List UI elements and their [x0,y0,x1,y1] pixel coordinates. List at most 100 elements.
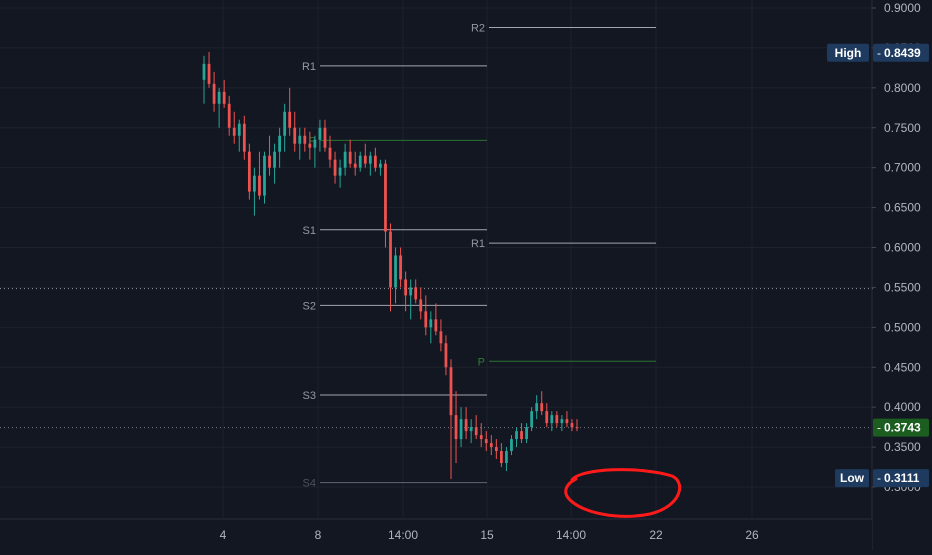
candle-body [494,447,498,452]
candle-body [237,123,241,136]
price-axis[interactable]: 0.30000.35000.40000.45000.50000.55000.60… [872,0,932,550]
candle-body [474,427,478,436]
time-tick-label: 14:00 [556,528,586,542]
price-label-name-box [835,469,869,488]
time-tick-label: 8 [315,528,322,542]
candle-body [550,415,554,424]
time-tick-label: 22 [649,528,663,542]
candle-body [263,155,266,196]
candle-body [464,419,468,432]
candle-body [278,135,281,152]
pivot-label-s3: S3 [303,390,316,402]
candle-body [570,423,574,428]
candle-body [328,147,332,160]
candle-body [338,167,342,176]
price-label-name: High [835,46,862,60]
candle-body [232,127,236,136]
candle-body [489,443,493,448]
candle-body [535,403,539,412]
candle-body [429,319,433,328]
candle-body [515,431,518,440]
price-label-dash: - [877,421,881,435]
candle-body [298,135,302,144]
candle-body [434,319,438,332]
candle-body [424,311,428,328]
candle-body [389,231,392,288]
price-label-value: 0.3743 [884,421,921,435]
pivot-label-r2: R2 [471,23,485,35]
time-tick-label: 15 [480,528,494,542]
candle-body [505,451,508,464]
pivot-label-s1: S1 [303,225,316,237]
candle-body [227,103,231,128]
pivot-label-p: P [309,135,316,147]
candle-body [207,63,211,84]
candle-body [273,151,276,168]
pivot-label-r1: R1 [471,238,485,250]
price-tick-label: 0.5500 [884,280,921,294]
candle-body [484,439,488,444]
candle-body [318,127,322,140]
candle-body [520,431,523,440]
price-label-value: 0.3111 [884,471,920,485]
candle-body [333,159,337,176]
candle-body [303,135,307,144]
time-tick-label: 14:00 [388,528,418,542]
candle-body [313,139,317,148]
price-tick-label: 0.4000 [884,400,921,414]
price-label-name: Low [840,471,865,485]
price-tick-label: 0.8000 [884,81,921,95]
annotation [564,468,682,518]
time-tick-label: 4 [220,528,227,542]
annotation-ellipse [564,468,682,518]
candle-body [247,151,251,192]
price-label-box [873,418,929,437]
pivot-label-s4: S4 [303,478,316,490]
candle-body [459,419,463,440]
candle-body [293,127,297,144]
candle-body [323,127,327,148]
pivot-label-r1: R1 [302,61,316,73]
pivot-levels: R1 P S1 S2 S3 S4 R2 R1 P [302,23,656,490]
candle-body [439,331,443,344]
candle-body [368,155,372,164]
time-axis-background [0,519,872,551]
candle-body [560,419,564,424]
price-tick-label: 0.6500 [884,201,921,215]
price-label-dash: - [877,46,881,60]
time-tick-label: 26 [745,528,759,542]
candle-body [348,151,352,164]
candle-body [555,415,559,424]
candle-body [343,151,347,168]
price-tick-label: 0.6000 [884,241,921,255]
price-tick-label: 0.5000 [884,320,921,334]
time-axis[interactable]: 4 8 14:00 15 14:00 22 26 [0,518,872,551]
candle-body [404,279,408,296]
candle-body [444,343,448,368]
candle-body [258,175,261,196]
candle-body [575,427,579,429]
candle-body [500,451,503,464]
candle-body [308,143,312,148]
price-tick-label: 0.9000 [884,1,921,15]
candle-body [399,255,402,280]
price-label-dash: - [877,471,881,485]
candle-body [202,63,206,80]
price-label-value: 0.8439 [884,46,921,60]
candle-body [449,367,453,416]
candle-body [479,435,483,440]
price-tick-label: 0.7500 [884,121,921,135]
candle-body [510,439,513,452]
candle-body [409,287,413,296]
price-tick-label: 0.4500 [884,360,921,374]
candle-body [373,155,377,168]
candle-body [469,427,473,432]
candle-body [212,83,216,104]
price-tick-label: 0.7000 [884,161,921,175]
pivot-label-s2: S2 [303,300,316,312]
candle-body [540,403,544,412]
